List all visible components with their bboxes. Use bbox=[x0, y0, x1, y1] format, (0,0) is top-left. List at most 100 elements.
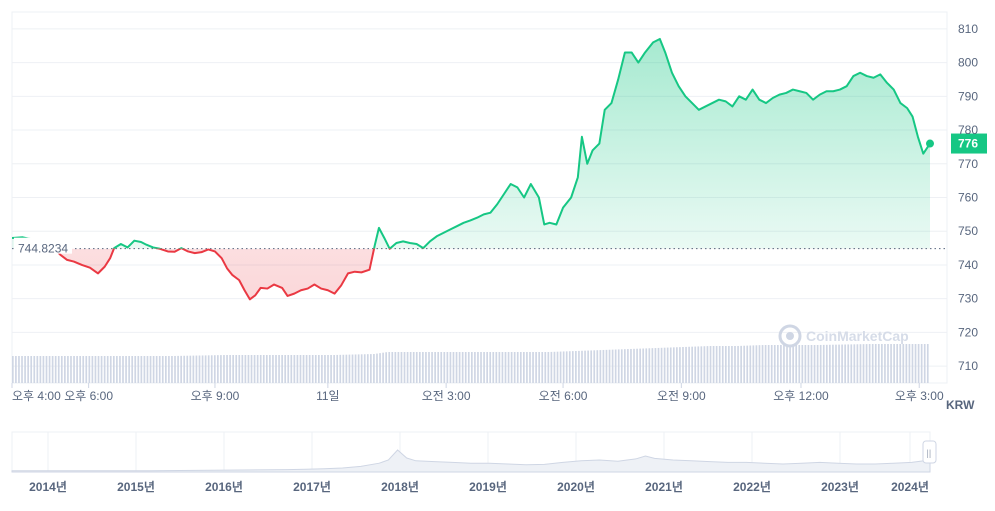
volume-bar bbox=[339, 354, 342, 383]
volume-bar bbox=[578, 350, 580, 383]
volume-bar bbox=[893, 344, 895, 383]
volume-bar bbox=[795, 345, 798, 383]
volume-bar bbox=[706, 346, 709, 383]
volume-bar bbox=[425, 352, 427, 383]
volume-bar bbox=[400, 352, 403, 383]
volume-bar bbox=[42, 356, 45, 383]
baseline-value-text: 744.8234 bbox=[18, 242, 68, 256]
x-tick-label: 오전 6:00 bbox=[539, 389, 588, 403]
volume-bar bbox=[397, 352, 400, 383]
y-axis: 710 720 730 740 750 760 770 780 790 800 810 bbox=[958, 22, 978, 373]
navigator-handle-grip: || bbox=[927, 448, 932, 458]
range-navigator[interactable]: || 2014년 2015년 2016년 2017년 2018년 2019년 2020년 20… bbox=[11, 431, 937, 494]
volume-bar bbox=[363, 354, 366, 383]
volume-bar bbox=[810, 345, 813, 383]
x-tick-label: 오후 4:00 bbox=[12, 389, 61, 403]
volume-bar bbox=[871, 344, 874, 383]
volume-bar bbox=[639, 348, 641, 383]
volume-bar bbox=[97, 356, 100, 383]
volume-bar bbox=[311, 355, 314, 383]
x-tick-label: 오후 9:00 bbox=[191, 389, 240, 403]
volume-bar bbox=[780, 345, 782, 383]
volume-bar bbox=[440, 352, 443, 383]
volume-bar bbox=[712, 346, 715, 383]
volume-bar bbox=[269, 355, 271, 383]
volume-bar bbox=[39, 356, 42, 383]
volume-bar bbox=[418, 352, 421, 383]
volume-bar bbox=[868, 344, 871, 383]
volume-bar bbox=[486, 352, 488, 383]
volume-bar bbox=[914, 344, 917, 383]
volume-bar bbox=[168, 356, 170, 383]
volume-bar bbox=[146, 356, 149, 383]
navigator-handle[interactable]: || bbox=[922, 440, 937, 464]
volume-bar bbox=[48, 356, 51, 383]
y-tick-label: 760 bbox=[958, 191, 978, 205]
volume-bar bbox=[663, 347, 666, 383]
volume-bar bbox=[703, 346, 706, 383]
volume-bar bbox=[128, 356, 130, 383]
volume-bar bbox=[109, 356, 112, 383]
y-tick-label: 770 bbox=[958, 157, 978, 171]
y-tick-label: 800 bbox=[958, 56, 978, 70]
navigator-year-label: 2014년 bbox=[29, 480, 67, 494]
volume-bar bbox=[581, 350, 583, 383]
volume-bar bbox=[235, 355, 238, 383]
volume-bar bbox=[923, 344, 926, 383]
volume-bar bbox=[155, 356, 158, 383]
volume-bar bbox=[27, 356, 29, 383]
volume-bar bbox=[767, 345, 770, 383]
volume-bar bbox=[409, 352, 412, 383]
volume-bar bbox=[526, 352, 528, 383]
volume-bar bbox=[553, 351, 556, 383]
volume-bar bbox=[672, 347, 675, 383]
navigator-year-label: 2022년 bbox=[733, 480, 771, 494]
volume-bar bbox=[902, 344, 905, 383]
volume-bar bbox=[299, 355, 302, 383]
volume-bar bbox=[758, 345, 761, 383]
volume-bar bbox=[547, 352, 550, 383]
volume-bar bbox=[152, 356, 155, 383]
volume-bar bbox=[226, 355, 228, 383]
volume-bar bbox=[783, 345, 785, 383]
volume-bar bbox=[911, 344, 914, 383]
volume-bar bbox=[877, 344, 880, 383]
volume-bar bbox=[461, 352, 464, 383]
volume-bar bbox=[45, 356, 48, 383]
volume-bar bbox=[529, 352, 531, 383]
volume-bar bbox=[195, 355, 198, 383]
volume-bar bbox=[79, 356, 82, 383]
volume-bar bbox=[752, 345, 755, 383]
volume-bar bbox=[620, 349, 623, 383]
volume-bar bbox=[587, 350, 589, 383]
navigator-year-label: 2016년 bbox=[205, 480, 243, 494]
volume-bar bbox=[275, 355, 277, 383]
volume-bar bbox=[336, 354, 339, 383]
volume-bar bbox=[149, 356, 152, 383]
volume-bar bbox=[103, 356, 106, 383]
x-tick-label: 오후 6:00 bbox=[64, 389, 113, 403]
volume-bar bbox=[112, 356, 115, 383]
volume-bar bbox=[464, 352, 467, 383]
volume-bar bbox=[458, 352, 461, 383]
volume-bar bbox=[504, 352, 507, 383]
volume-bar bbox=[773, 345, 776, 383]
volume-bar bbox=[737, 345, 739, 383]
volume-bar bbox=[636, 348, 638, 383]
volume-bar bbox=[642, 348, 645, 383]
volume-bar bbox=[357, 354, 360, 383]
volume-bar bbox=[740, 345, 742, 383]
volume-bar bbox=[819, 344, 822, 383]
volume-bar bbox=[890, 344, 892, 383]
watermark-logo: CoinMarketCap bbox=[778, 324, 909, 348]
navigator-year-label: 2023년 bbox=[821, 480, 859, 494]
y-tick-label: 730 bbox=[958, 292, 978, 306]
volume-bar bbox=[777, 345, 779, 383]
volume-bar bbox=[382, 352, 384, 383]
volume-bar bbox=[161, 356, 164, 383]
volume-bar bbox=[633, 348, 635, 383]
volume-bar bbox=[832, 344, 834, 383]
volume-bar bbox=[523, 352, 525, 383]
volume-bar bbox=[73, 356, 75, 383]
volume-bar bbox=[318, 355, 320, 383]
